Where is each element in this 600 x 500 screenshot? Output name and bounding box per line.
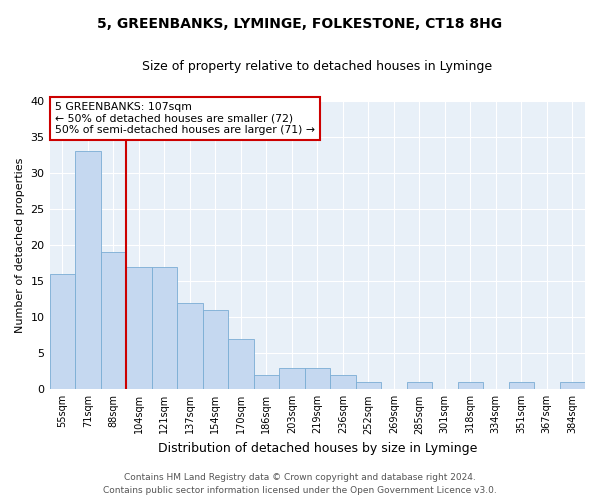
Bar <box>50 274 75 390</box>
Bar <box>75 151 101 390</box>
Bar <box>177 302 203 390</box>
Bar <box>228 339 254 390</box>
Bar <box>152 266 177 390</box>
Bar <box>203 310 228 390</box>
Bar <box>101 252 126 390</box>
Bar <box>279 368 305 390</box>
Bar <box>356 382 381 390</box>
Bar <box>509 382 534 390</box>
Bar <box>560 382 585 390</box>
Bar <box>305 368 330 390</box>
Bar <box>407 382 432 390</box>
Text: 5 GREENBANKS: 107sqm
← 50% of detached houses are smaller (72)
50% of semi-detac: 5 GREENBANKS: 107sqm ← 50% of detached h… <box>55 102 315 135</box>
Bar <box>254 375 279 390</box>
Text: 5, GREENBANKS, LYMINGE, FOLKESTONE, CT18 8HG: 5, GREENBANKS, LYMINGE, FOLKESTONE, CT18… <box>97 18 503 32</box>
Bar <box>458 382 483 390</box>
X-axis label: Distribution of detached houses by size in Lyminge: Distribution of detached houses by size … <box>158 442 477 455</box>
Title: Size of property relative to detached houses in Lyminge: Size of property relative to detached ho… <box>142 60 493 73</box>
Bar <box>126 266 152 390</box>
Text: Contains HM Land Registry data © Crown copyright and database right 2024.
Contai: Contains HM Land Registry data © Crown c… <box>103 474 497 495</box>
Bar <box>330 375 356 390</box>
Y-axis label: Number of detached properties: Number of detached properties <box>15 157 25 332</box>
